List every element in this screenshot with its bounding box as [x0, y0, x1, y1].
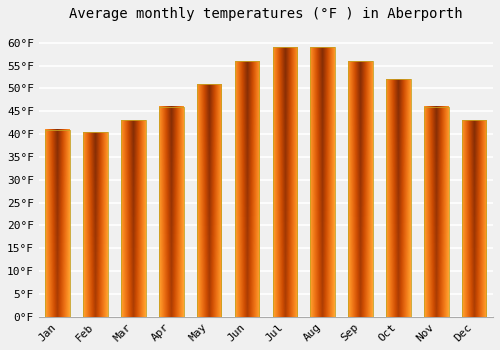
Title: Average monthly temperatures (°F ) in Aberporth: Average monthly temperatures (°F ) in Ab… [69, 7, 462, 21]
